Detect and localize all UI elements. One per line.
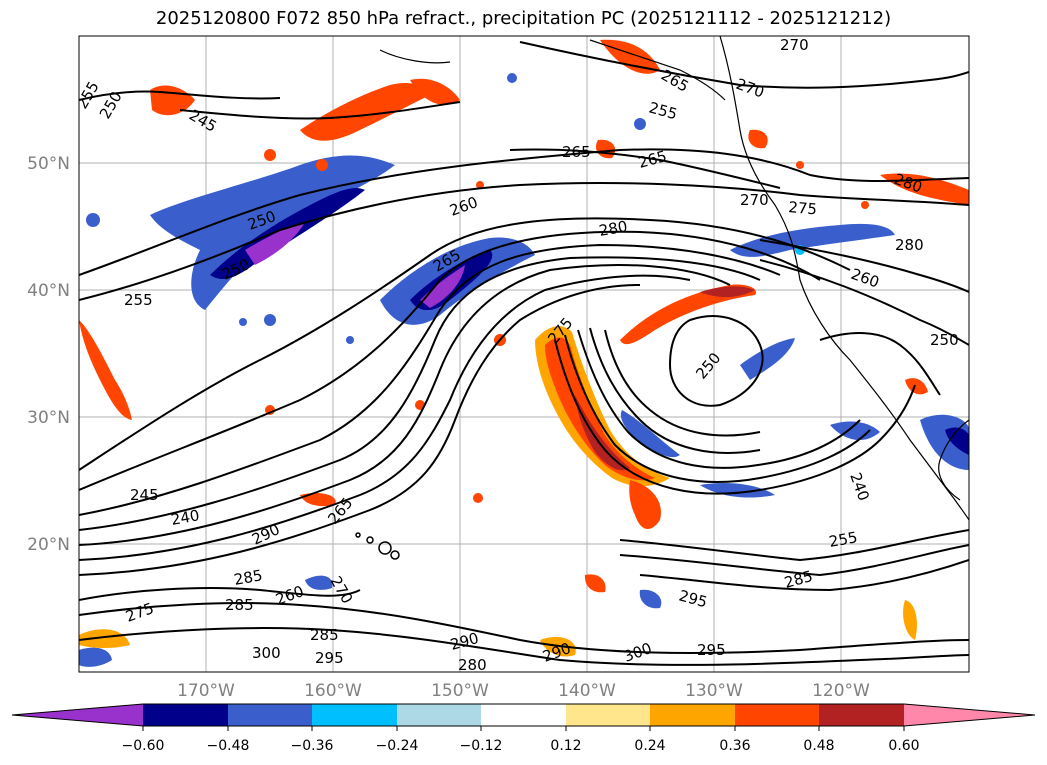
map-title: 2025120800 F072 850 hPa refract., precip… bbox=[155, 8, 892, 29]
contour-label: 275 bbox=[788, 198, 818, 218]
contour-label: 280 bbox=[598, 217, 629, 240]
colorbar-segment bbox=[312, 704, 397, 726]
contour-label: 280 bbox=[895, 236, 924, 254]
colorbar-tick-label: −0.60 bbox=[122, 738, 165, 754]
colorbar-segment bbox=[735, 704, 819, 726]
colorbar: −0.60 −0.48 −0.36 −0.24 −0.12 0.12 0.24 … bbox=[11, 703, 1036, 754]
contour-label: 250 bbox=[930, 331, 959, 349]
lon-label: 130°W bbox=[685, 681, 743, 701]
lat-label: 40°N bbox=[27, 281, 70, 301]
lon-label: 120°W bbox=[812, 681, 870, 701]
contour-label: 285 bbox=[225, 596, 254, 614]
colorbar-segment bbox=[481, 704, 566, 726]
lon-label: 170°W bbox=[177, 681, 235, 701]
contour-label: 255 bbox=[828, 528, 859, 551]
colorbar-tick-label: −0.36 bbox=[291, 738, 334, 754]
lon-label: 160°W bbox=[304, 681, 362, 701]
hawaii-islands bbox=[355, 532, 400, 560]
colorbar-segment bbox=[566, 704, 650, 726]
colorbar-segment bbox=[12, 704, 143, 726]
longitude-labels: 170°W 160°W 150°W 140°W 130°W 120°W bbox=[177, 681, 870, 701]
colorbar-segment bbox=[650, 704, 735, 726]
contour-label: 295 bbox=[315, 649, 344, 667]
lat-label: 50°N bbox=[27, 154, 70, 174]
colorbar-tick-label: 0.36 bbox=[719, 738, 750, 754]
contour-label: 240 bbox=[170, 506, 201, 529]
map-area: 255 250 245 265 255 270 270 265 265 250 … bbox=[79, 36, 969, 674]
latitude-labels: 50°N 40°N 30°N 20°N bbox=[27, 154, 70, 555]
colorbar-tick-label: −0.48 bbox=[207, 738, 250, 754]
contour-label: 270 bbox=[740, 191, 769, 209]
gridlines bbox=[79, 36, 969, 672]
contour-label: 265 bbox=[562, 143, 591, 161]
colorbar-tick-label: −0.24 bbox=[376, 738, 419, 754]
contour-label: 245 bbox=[130, 486, 159, 504]
colorbar-tick-label: 0.24 bbox=[634, 738, 665, 754]
map-frame bbox=[78, 35, 970, 673]
contour-label: 285 bbox=[233, 566, 264, 589]
contour-label: 270 bbox=[780, 36, 809, 54]
colorbar-tick-label: 0.12 bbox=[550, 738, 581, 754]
contour-label: 285 bbox=[310, 626, 339, 644]
colorbar-tick-label: 0.48 bbox=[803, 738, 834, 754]
contour-label: 280 bbox=[458, 656, 487, 674]
coastlines bbox=[379, 36, 969, 521]
lon-label: 150°W bbox=[431, 681, 489, 701]
lon-label: 140°W bbox=[558, 681, 616, 701]
contour-label: 300 bbox=[252, 644, 281, 662]
colorbar-segment bbox=[397, 704, 481, 726]
contour-label: 295 bbox=[697, 641, 726, 659]
lat-label: 30°N bbox=[27, 408, 70, 428]
colorbar-segment bbox=[819, 704, 904, 726]
colorbar-tick-label: −0.12 bbox=[460, 738, 503, 754]
refractivity-contours bbox=[79, 41, 969, 666]
lat-label: 20°N bbox=[27, 535, 70, 555]
colorbar-segment bbox=[143, 704, 228, 726]
contour-label: 255 bbox=[124, 291, 153, 309]
colorbar-tick-label: 0.60 bbox=[888, 738, 919, 754]
colorbar-segment bbox=[904, 704, 1035, 726]
colorbar-segment bbox=[228, 704, 312, 726]
